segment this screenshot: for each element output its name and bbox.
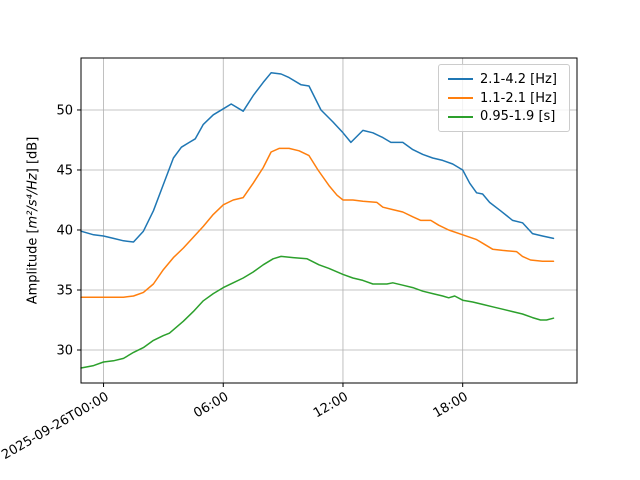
y-axis-label-suffix: ] [dB] (25, 136, 41, 174)
legend-line-swatch-orange (448, 97, 473, 99)
legend-line-swatch-green (448, 115, 473, 118)
y-tick-label: 45 (56, 163, 73, 178)
legend-label: 2.1-4.2 [Hz] (480, 71, 557, 87)
x-tick-label: 12:00 (311, 389, 351, 421)
series-line-0 (80, 72, 555, 243)
series-line-1 (80, 147, 555, 298)
y-tick-label: 30 (56, 343, 73, 358)
x-tick-label: 06:00 (191, 389, 231, 421)
legend: 2.1-4.2 [Hz] 1.1-2.1 [Hz] 0.95-1.9 [s] (438, 64, 570, 132)
legend-line-swatch-blue (448, 78, 473, 81)
legend-label: 0.95-1.9 [s] (480, 109, 556, 125)
x-tick-label: 2025-09-26T00:00 (0, 389, 112, 462)
x-tick-label: 18:00 (431, 389, 471, 421)
y-axis-label-units: m²/s⁴/Hz (25, 173, 41, 229)
series-line-2 (80, 255, 555, 369)
y-tick-label: 50 (56, 103, 73, 118)
legend-item: 2.1-4.2 [Hz] (448, 72, 560, 87)
legend-item: 0.95-1.9 [s] (448, 109, 560, 124)
y-tick-label: 35 (56, 283, 73, 298)
y-axis-label: Amplitude [m²/s⁴/Hz] [dB] (26, 71, 43, 371)
y-tick-label: 40 (56, 223, 73, 238)
axes-frame (80, 57, 578, 384)
legend-item: 1.1-2.1 [Hz] (448, 91, 560, 106)
y-axis-label-prefix: Amplitude [ (25, 228, 41, 305)
legend-label: 1.1-2.1 [Hz] (480, 90, 557, 106)
